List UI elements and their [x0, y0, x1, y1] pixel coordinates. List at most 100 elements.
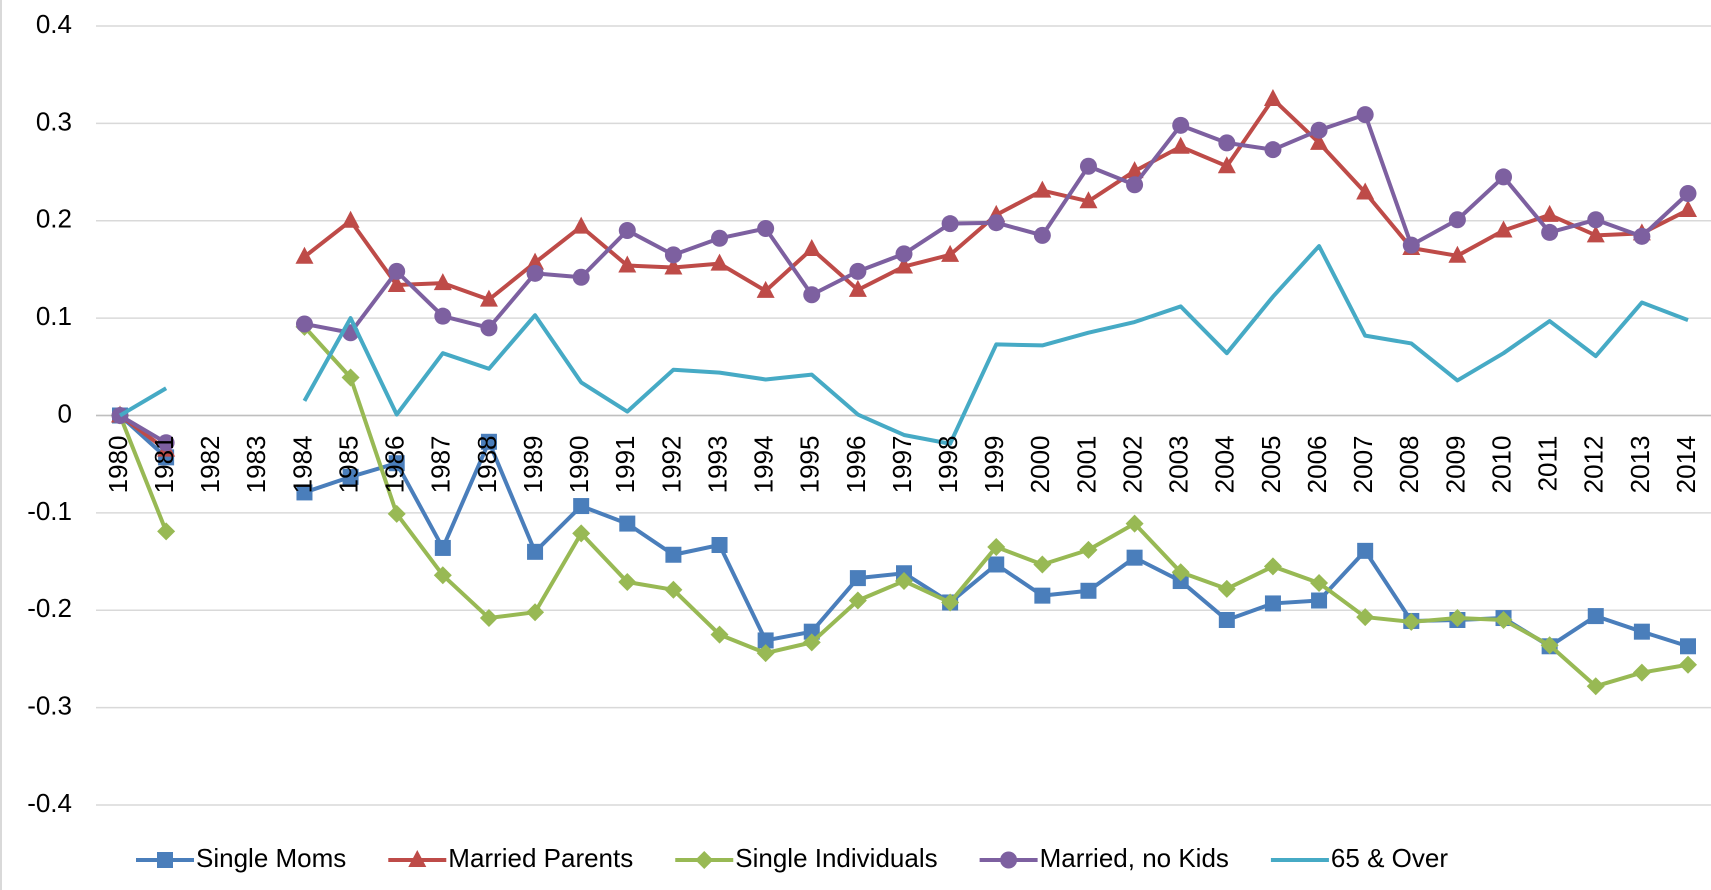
x-tick-label: 1989 — [518, 436, 548, 494]
marker — [1172, 116, 1190, 134]
x-tick-label: 1996 — [841, 436, 871, 494]
x-tick-label: 1997 — [887, 436, 917, 494]
marker — [157, 434, 175, 452]
x-tick-label: 1988 — [472, 436, 502, 494]
series — [111, 106, 1697, 452]
marker — [1679, 200, 1697, 218]
marker — [1402, 612, 1421, 631]
marker — [941, 215, 959, 233]
marker — [849, 262, 867, 280]
marker — [756, 280, 775, 298]
marker — [757, 632, 774, 649]
marker — [1357, 542, 1374, 559]
marker — [572, 524, 591, 543]
marker — [434, 539, 451, 556]
marker — [388, 262, 406, 280]
marker — [1033, 555, 1052, 574]
marker — [619, 515, 636, 532]
x-tick-label: 2009 — [1440, 436, 1470, 494]
x-tick-label: 1985 — [333, 436, 363, 494]
x-tick-label: 2003 — [1164, 436, 1194, 494]
x-tick-label: 2013 — [1625, 436, 1655, 494]
marker — [1033, 226, 1051, 244]
marker — [1633, 227, 1651, 245]
legend-item: Married, no Kids — [979, 843, 1229, 873]
marker — [572, 216, 591, 234]
marker — [1218, 611, 1235, 628]
marker — [1217, 579, 1236, 598]
x-tick-label: 2001 — [1071, 436, 1101, 494]
marker — [1356, 106, 1374, 124]
x-tick-label: 2007 — [1348, 436, 1378, 494]
series — [111, 317, 1697, 696]
marker — [1586, 677, 1605, 696]
marker — [1171, 563, 1190, 582]
y-tick-label: 0 — [58, 398, 72, 428]
marker — [664, 246, 682, 264]
x-tick-label: 1991 — [610, 436, 640, 494]
marker — [710, 625, 729, 644]
marker — [387, 504, 406, 523]
marker — [1311, 592, 1328, 609]
legend-item: Married Parents — [388, 843, 633, 873]
marker — [526, 252, 545, 270]
legend-item: 65 & Over — [1270, 843, 1448, 873]
marker — [433, 273, 452, 291]
marker — [433, 566, 452, 585]
legend-marker — [157, 852, 173, 868]
marker — [1171, 136, 1190, 154]
marker — [802, 633, 821, 652]
marker — [157, 522, 176, 541]
marker — [711, 537, 728, 554]
marker — [526, 264, 544, 282]
marker — [573, 498, 590, 515]
marker — [1218, 134, 1236, 152]
marker — [1541, 223, 1559, 241]
marker — [1310, 121, 1328, 139]
marker — [1356, 182, 1375, 200]
marker — [849, 570, 866, 587]
marker — [711, 229, 729, 247]
x-tick-label: 1983 — [241, 436, 271, 494]
marker — [941, 593, 960, 612]
series — [118, 244, 1689, 446]
marker — [757, 220, 775, 238]
y-tick-label: -0.1 — [27, 496, 72, 526]
marker — [1679, 655, 1697, 674]
marker — [1356, 608, 1375, 627]
marker — [480, 319, 498, 337]
marker — [1310, 573, 1329, 592]
marker — [987, 537, 1006, 556]
marker — [941, 244, 960, 262]
marker — [1034, 587, 1051, 604]
marker — [1495, 168, 1513, 186]
marker — [1402, 236, 1420, 254]
legend-label: Single Individuals — [735, 843, 937, 873]
x-tick-label: 1994 — [749, 436, 779, 494]
marker — [618, 221, 636, 239]
legend-marker — [1000, 851, 1018, 869]
marker — [1263, 557, 1282, 576]
marker — [1125, 161, 1144, 179]
marker — [618, 573, 637, 592]
marker — [665, 546, 682, 563]
legend-item: Single Moms — [136, 843, 346, 873]
series — [111, 89, 1697, 457]
marker — [1079, 540, 1098, 559]
legend-label: Married, no Kids — [1040, 843, 1229, 873]
marker — [1079, 191, 1098, 209]
x-tick-label: 2008 — [1394, 436, 1424, 494]
marker — [1126, 549, 1143, 566]
marker — [1264, 595, 1281, 612]
x-tick-label: 2014 — [1671, 436, 1701, 494]
x-tick-label: 1995 — [795, 436, 825, 494]
marker — [342, 468, 359, 485]
marker — [802, 238, 821, 256]
marker — [848, 279, 867, 297]
x-tick-label: 1993 — [702, 436, 732, 494]
marker — [710, 253, 729, 271]
marker — [295, 315, 313, 333]
marker — [1540, 204, 1559, 222]
y-tick-label: 0.4 — [36, 9, 72, 39]
